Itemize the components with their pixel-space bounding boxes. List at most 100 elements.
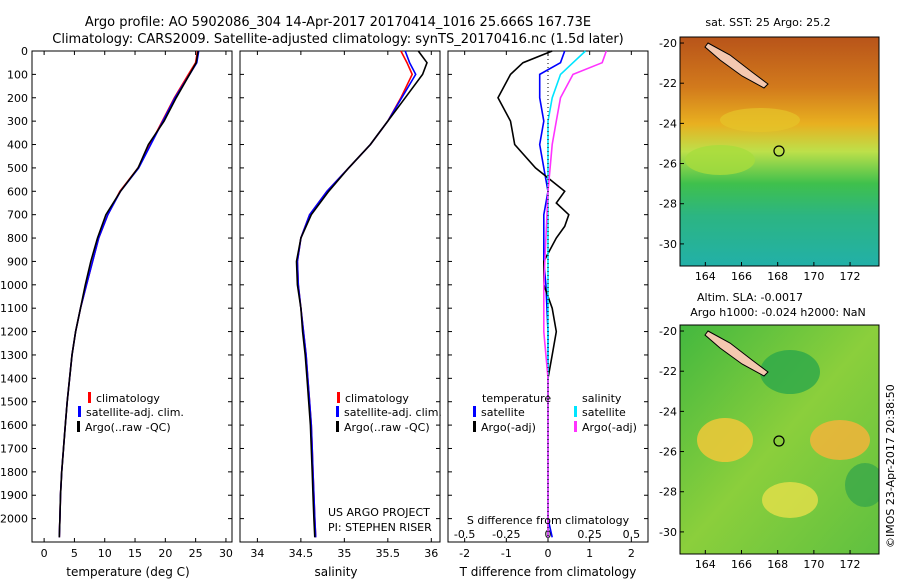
series-line-satellite-adj-clim- (58, 50, 200, 538)
salinity-legend: climatology satellite-adj. clim. Argo(..… (336, 392, 442, 434)
y-tick-label: 1100 (0, 302, 28, 315)
map-x-tick-label: 164 (695, 270, 716, 283)
temperature-axes-frame (31, 50, 233, 543)
legend-label-t-argo: Argo(-adj) (481, 421, 536, 434)
sst-map-frame (679, 36, 880, 267)
x-tick-label: 5 (71, 547, 78, 560)
y-tick-label: 1400 (0, 372, 28, 385)
sla-low-patch (845, 463, 879, 507)
sst-map-panel: sat. SST: 25 Argo: 25.2 (659, 16, 880, 283)
top-tick-label: -0.5 (454, 528, 475, 541)
legend-swatch-t-argo (473, 421, 476, 432)
sst-cool-patch (685, 145, 755, 175)
map-x-tick-label: 172 (840, 558, 861, 571)
sla-map-title: Altim. SLA: -0.0017 (697, 291, 803, 304)
legend-title-temperature: temperature (482, 392, 551, 405)
map-y-tick-label: -28 (659, 198, 677, 211)
x-tick-label: 35.5 (376, 547, 401, 560)
legend-label-argo: Argo(..raw -QC) (344, 421, 430, 434)
salinity-axes-frame (239, 50, 441, 543)
difference-top-label: S difference from climatology (467, 514, 630, 527)
y-tick-label: 1000 (0, 279, 28, 292)
x-tick-label: -1 (501, 547, 512, 560)
series-line-argo-raw-qc- (295, 50, 428, 538)
map-y-tick-label: -20 (659, 325, 677, 338)
sla-low-patch (760, 350, 820, 394)
y-tick-label: 500 (7, 162, 28, 175)
legend-swatch-argo (77, 421, 80, 432)
map-x-tick-label: 164 (695, 558, 716, 571)
sst-warm-patch (720, 108, 800, 132)
legend-label-climatology: climatology (345, 392, 409, 405)
y-tick-label: 900 (7, 255, 28, 268)
legend-label-satellite: satellite-adj. clim. (344, 406, 442, 419)
series-line-climatology (296, 50, 414, 538)
temperature-panel: 0100200300400500600700800900100011001200… (0, 45, 233, 579)
y-tick-label: 1900 (0, 489, 28, 502)
y-tick-label: 1500 (0, 396, 28, 409)
sla-high-patch (810, 420, 870, 460)
map-y-tick-label: -26 (659, 158, 677, 171)
y-tick-label: 0 (21, 45, 28, 58)
legend-label-t-satellite: satellite (481, 406, 525, 419)
salinity-panel: 34 34.5 35 35.5 36 salinity climatology sate… (239, 50, 442, 579)
map-x-tick-label: 172 (840, 270, 861, 283)
x-tick-label: 34.5 (289, 547, 314, 560)
sst-map-title: sat. SST: 25 Argo: 25.2 (705, 16, 830, 29)
y-tick-label: 100 (7, 68, 28, 81)
legend-swatch-s-argo (574, 421, 577, 432)
sla-high-patch (762, 482, 818, 518)
x-tick-label: 15 (128, 547, 142, 560)
y-tick-label: 1300 (0, 349, 28, 362)
map-x-tick-label: 166 (731, 270, 752, 283)
map-y-tick-label: -30 (659, 526, 677, 539)
new-caledonia-island (704, 42, 769, 89)
project-annotation-line2: PI: STEPHEN RISER (328, 521, 432, 534)
legend-swatch-argo (336, 421, 339, 432)
y-tick-label: 300 (7, 115, 28, 128)
difference-xlabel: T difference from climatology (459, 565, 637, 579)
sla-high-patch (697, 418, 753, 462)
series-line-s-satellite (547, 50, 587, 538)
y-tick-label: 700 (7, 209, 28, 222)
x-tick-label: 20 (158, 547, 172, 560)
legend-label-s-argo: Argo(-adj) (582, 421, 637, 434)
legend-title-salinity: salinity (582, 392, 622, 405)
map-y-tick-label: -26 (659, 446, 677, 459)
series-line-t-argo-adj- (497, 50, 570, 538)
sla-map-frame (679, 324, 880, 555)
x-tick-label: 25 (189, 547, 203, 560)
x-tick-label: -2 (459, 547, 470, 560)
x-tick-label: 2 (628, 547, 635, 560)
y-tick-label: 200 (7, 92, 28, 105)
x-tick-label: 1 (586, 547, 593, 560)
legend-swatch-climatology (337, 392, 340, 403)
x-tick-label: 0 (41, 547, 48, 560)
temperature-xlabel: temperature (deg C) (66, 565, 189, 579)
map-y-tick-label: -22 (659, 365, 677, 378)
difference-panel: -2 -1 0 1 2-0.5 -0.25 0 0.25 0.5 S difference fr… (447, 50, 649, 579)
series-line-climatology (58, 50, 199, 538)
x-tick-label: 10 (98, 547, 112, 560)
map-y-tick-label: -30 (659, 238, 677, 251)
series-line-argo-raw-qc- (58, 50, 199, 538)
x-tick-label: 30 (219, 547, 233, 560)
legend-label-s-satellite: satellite (582, 406, 626, 419)
legend-swatch-t-satellite (473, 406, 476, 417)
y-tick-label: 1200 (0, 326, 28, 339)
map-y-tick-label: -28 (659, 486, 677, 499)
top-tick-label: 0.25 (577, 528, 602, 541)
legend-swatch-satellite (336, 406, 339, 417)
y-tick-label: 600 (7, 185, 28, 198)
project-annotation-line1: US ARGO PROJECT (328, 506, 430, 519)
y-tick-label: 400 (7, 139, 28, 152)
map-y-tick-label: -20 (659, 37, 677, 50)
header-line2: Climatology: CARS2009. Satellite-adjuste… (52, 32, 624, 47)
new-caledonia-island (704, 330, 769, 377)
argo-float-marker (773, 145, 785, 157)
difference-legend: temperature salinity satellite Argo(-adj… (473, 392, 637, 434)
temperature-legend: climatology satellite-adj. clim. Argo(..… (77, 392, 184, 434)
y-tick-label: 1800 (0, 466, 28, 479)
y-tick-label: 1600 (0, 419, 28, 432)
